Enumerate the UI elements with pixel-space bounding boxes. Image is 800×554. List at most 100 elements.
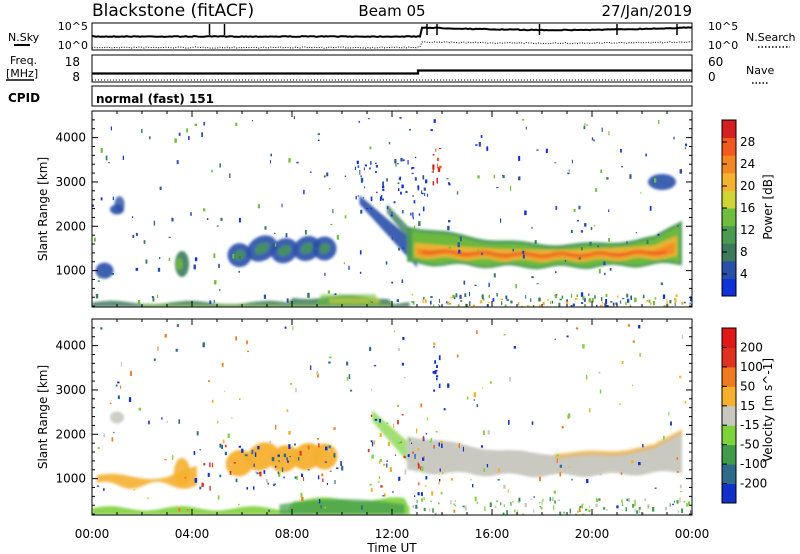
velocity-speck (568, 466, 571, 468)
velocity-speck (561, 426, 564, 429)
velocity-speck (679, 497, 681, 502)
power-speck (617, 295, 619, 299)
power-speck (653, 301, 656, 306)
power-speck (509, 185, 512, 191)
power-speck (330, 223, 333, 226)
velocity-speck (370, 488, 373, 492)
noise-left-tick-low: 10^0 (58, 39, 88, 52)
power-speck (381, 195, 383, 200)
power-speck (399, 176, 401, 181)
velocity-speck (473, 399, 476, 401)
power-speck (410, 212, 412, 216)
power-speck (685, 143, 688, 147)
power-speck (438, 305, 441, 307)
velocity-speck (509, 377, 511, 382)
velocity-speck (235, 478, 238, 483)
velocity-speck (518, 497, 521, 502)
power-speck (530, 298, 532, 302)
power-speck (505, 295, 508, 300)
power-speck (414, 156, 417, 159)
velocity-speck (317, 475, 320, 480)
power-ground-band-peak (329, 298, 380, 304)
velocity-speck (510, 501, 512, 506)
velocity-speck (417, 462, 419, 466)
x-tick-label: 12:00 (375, 527, 410, 541)
velocity-speck (229, 471, 232, 475)
velocity-speck (447, 383, 450, 388)
velocity-speck (628, 498, 630, 503)
power-speck (159, 257, 161, 260)
power-speck (364, 186, 366, 189)
power-speck (481, 295, 483, 297)
power-speck (538, 304, 541, 307)
power-speck (386, 206, 389, 210)
velocity-speck (268, 509, 270, 512)
velocity-speck (686, 503, 689, 507)
power-speck (375, 171, 377, 173)
power-speck (348, 265, 350, 270)
power-speck (153, 220, 156, 226)
velocity-speck (676, 457, 679, 460)
power-speck (100, 197, 103, 201)
power-speck (111, 273, 114, 275)
station-title: Blackstone (fitACF) (92, 1, 254, 21)
velocity-speck (397, 404, 400, 407)
power-colorbar-swatch (722, 243, 736, 262)
velocity-speck (556, 454, 559, 457)
power-speck (566, 299, 568, 302)
velocity-speck (221, 362, 224, 367)
velocity-speck (539, 506, 542, 508)
velocity-speck (587, 515, 589, 520)
power-speck (619, 300, 622, 304)
power-speck (366, 208, 369, 210)
power-speck (573, 209, 576, 212)
power-speck (551, 300, 554, 304)
velocity-speck (415, 504, 418, 509)
velocity-speck (638, 509, 641, 513)
power-speck (437, 167, 441, 172)
velocity-speck (481, 445, 484, 448)
power-speck (481, 294, 484, 300)
power-speck (186, 128, 189, 133)
velocity-speck (690, 510, 692, 514)
velocity-blob (174, 457, 190, 486)
velocity-speck (117, 395, 120, 400)
velocity-speck (207, 472, 210, 477)
velocity-speck (254, 452, 257, 457)
power-speck (143, 240, 146, 244)
power-speck (263, 294, 267, 299)
velocity-speck (483, 468, 486, 472)
velocity-speck (434, 512, 437, 515)
velocity-speck (559, 471, 562, 477)
velocity-speck (336, 467, 339, 469)
power-speck (190, 212, 192, 216)
power-speck (488, 282, 490, 288)
velocity-speck (636, 510, 639, 514)
power-speck (510, 300, 513, 304)
velocity-speck (277, 471, 280, 475)
velocity-speck (436, 375, 439, 378)
power-speck (488, 294, 491, 298)
velocity-speck (379, 459, 382, 463)
power-speck (622, 298, 625, 300)
power-speck (93, 237, 96, 242)
power-speck (534, 240, 537, 245)
velocity-speck (219, 474, 222, 478)
nave-label: Nave (746, 64, 774, 77)
velocity-speck (235, 336, 238, 341)
power-speck (432, 181, 435, 186)
power-speck (414, 177, 417, 181)
velocity-main-band (407, 430, 682, 478)
noise-sky-line (91, 24, 693, 38)
power-speck (464, 293, 467, 297)
power-speck (571, 159, 573, 164)
velocity-speck (538, 502, 541, 504)
power-speck (640, 192, 642, 194)
power-speck (391, 236, 393, 240)
power-speck (634, 297, 637, 303)
power-speck (604, 303, 607, 307)
velocity-speck (421, 498, 423, 502)
velocity-speck (423, 435, 425, 441)
velocity-speck (221, 444, 224, 449)
velocity-speck (553, 490, 557, 494)
